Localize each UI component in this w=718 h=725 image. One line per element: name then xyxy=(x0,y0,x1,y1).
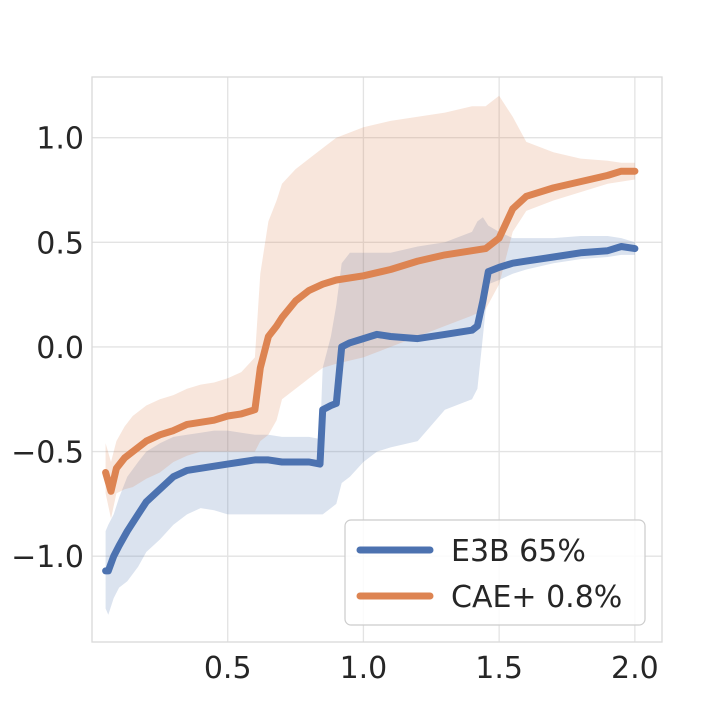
series-lines xyxy=(102,167,639,575)
legend: E3B 65% CAE+ 0.8% xyxy=(344,519,646,626)
x-axis-ticks: 0.5 1.0 1.5 2.0 xyxy=(204,651,659,686)
y-tick-label: 0.5 xyxy=(36,226,84,261)
plot-frame xyxy=(91,76,663,643)
y-tick-label: 0.0 xyxy=(36,331,84,366)
y-tick-label: −1.0 xyxy=(11,540,84,575)
y-axis-ticks: −1.0 −0.5 0.0 0.5 1.0 xyxy=(11,122,84,576)
legend-label: CAE+ 0.8% xyxy=(451,580,622,615)
confidence-band xyxy=(105,217,635,615)
x-tick-label: 1.0 xyxy=(340,651,388,686)
legend-label: E3B 65% xyxy=(451,534,586,569)
series-line xyxy=(102,167,639,495)
x-tick-label: 1.5 xyxy=(475,651,523,686)
x-tick-label: 2.0 xyxy=(611,651,659,686)
x-tick-label: 0.5 xyxy=(204,651,252,686)
series-line xyxy=(102,243,639,575)
y-tick-label: −0.5 xyxy=(11,436,84,471)
y-tick-label: 1.0 xyxy=(36,122,84,157)
